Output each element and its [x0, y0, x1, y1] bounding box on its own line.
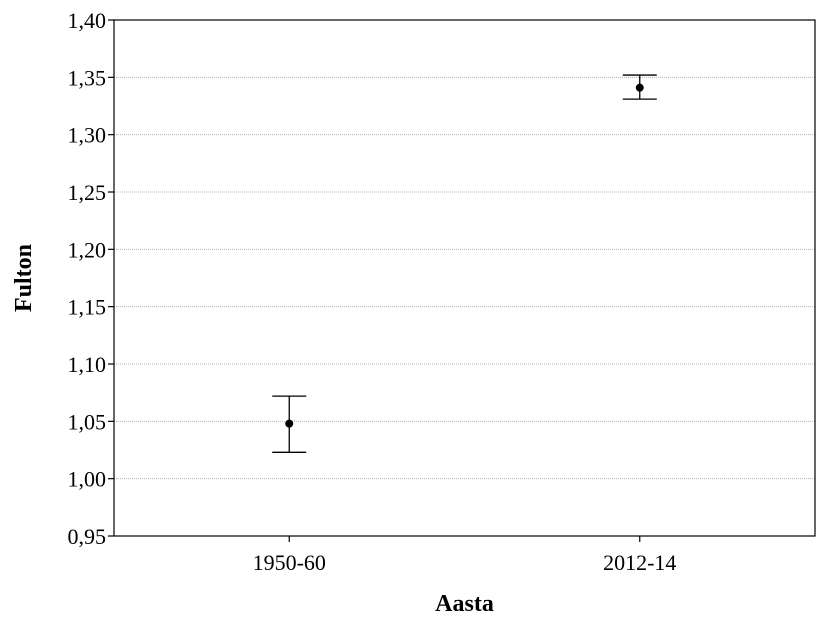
y-tick-label: 1,00 — [68, 467, 107, 492]
x-tick-label: 2012-14 — [603, 550, 676, 575]
grid-lines — [114, 76, 815, 480]
y-tick-label: 1,30 — [68, 123, 107, 148]
x-axis-ticks: 1950-60 2012-14 — [253, 536, 676, 575]
data-marks — [272, 74, 657, 453]
y-tick-label: 1,10 — [68, 352, 107, 377]
data-point — [635, 83, 644, 92]
y-tick-label: 1,15 — [68, 295, 107, 320]
y-tick-label: 0,95 — [68, 524, 107, 549]
y-axis-title: Fulton — [11, 244, 37, 312]
plot-frame — [113, 19, 816, 537]
y-tick-label: 1,25 — [68, 180, 107, 205]
data-point — [285, 419, 294, 428]
x-axis-title: Aasta — [435, 591, 494, 617]
y-axis-ticks: 0,95 1,00 1,05 1,10 1,15 1,20 1,25 1,30 1,35 1,40 — [68, 8, 114, 549]
y-tick-label: 1,35 — [68, 65, 107, 90]
y-tick-label: 1,40 — [68, 8, 107, 33]
y-tick-label: 1,05 — [68, 409, 107, 434]
y-tick-label: 1,20 — [68, 237, 107, 262]
x-tick-label: 1950-60 — [253, 550, 326, 575]
